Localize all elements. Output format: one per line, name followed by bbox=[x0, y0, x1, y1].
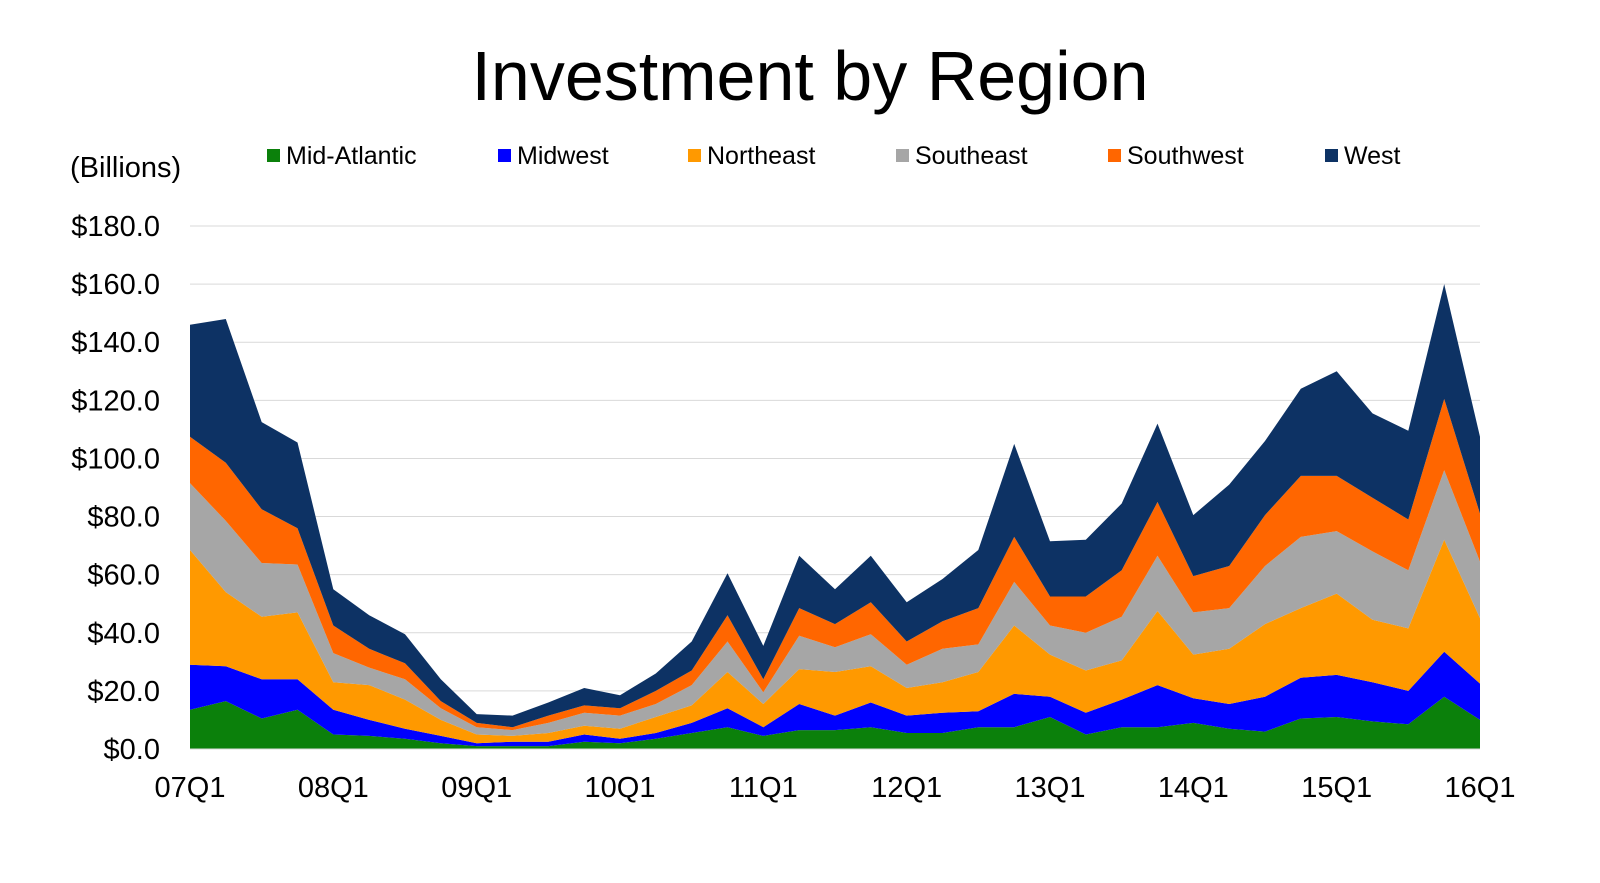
x-tick-label: 08Q1 bbox=[298, 772, 369, 804]
legend-label: Northeast bbox=[707, 142, 815, 170]
area-midwest bbox=[190, 651, 1480, 747]
y-tick-label: $0.0 bbox=[104, 734, 160, 766]
legend-label: West bbox=[1344, 142, 1401, 170]
legend-swatch bbox=[1108, 149, 1121, 162]
x-tick-label: 12Q1 bbox=[871, 772, 942, 804]
legend-item: Mid-Atlantic bbox=[267, 142, 417, 170]
x-tick-label: 11Q1 bbox=[729, 772, 798, 804]
legend-label: Southwest bbox=[1127, 142, 1244, 170]
legend-swatch bbox=[267, 149, 280, 162]
x-tick-label: 09Q1 bbox=[441, 772, 512, 804]
y-tick-label: $80.0 bbox=[87, 502, 160, 534]
y-axis: $0.0 $20.0 $40.0 $60.0 $80.0 $100.0 $120.0 $140… bbox=[71, 211, 160, 766]
y-tick-label: $160.0 bbox=[71, 269, 160, 301]
legend-item: Southeast bbox=[896, 142, 1028, 170]
area-west bbox=[190, 284, 1480, 728]
gridlines bbox=[190, 225, 1480, 692]
y-tick-label: $100.0 bbox=[71, 443, 160, 475]
chart-title: Investment by Region bbox=[471, 37, 1148, 115]
x-tick-label: 16Q1 bbox=[1445, 772, 1516, 804]
legend-item: Midwest bbox=[498, 142, 609, 170]
legend-item: Southwest bbox=[1108, 142, 1244, 170]
y-tick-label: $120.0 bbox=[71, 385, 160, 417]
legend-swatch bbox=[498, 149, 511, 162]
legend-label: Midwest bbox=[517, 142, 609, 170]
x-tick-label: 14Q1 bbox=[1158, 772, 1229, 804]
legend-item: Northeast bbox=[688, 142, 815, 170]
area-northeast bbox=[190, 539, 1480, 744]
y-tick-label: $140.0 bbox=[71, 327, 160, 359]
legend-swatch bbox=[688, 149, 701, 162]
x-tick-label: 13Q1 bbox=[1015, 772, 1086, 804]
x-tick-label: 15Q1 bbox=[1301, 772, 1372, 804]
y-tick-label: $180.0 bbox=[71, 211, 160, 243]
x-tick-label: 07Q1 bbox=[155, 772, 226, 804]
y-tick-label: $40.0 bbox=[87, 618, 160, 650]
stacked-areas bbox=[190, 284, 1480, 750]
legend-label: Mid-Atlantic bbox=[286, 142, 417, 170]
legend: Mid-Atlantic Midwest Northeast Southeast Sou… bbox=[267, 142, 1401, 170]
y-tick-label: $60.0 bbox=[87, 560, 160, 592]
x-tick-label: 10Q1 bbox=[585, 772, 656, 804]
legend-swatch bbox=[1325, 149, 1338, 162]
legend-label: Southeast bbox=[915, 142, 1028, 170]
y-unit-label: (Billions) bbox=[70, 152, 181, 184]
legend-swatch bbox=[896, 149, 909, 162]
x-axis: 07Q1 08Q1 09Q1 10Q1 11Q1 12Q1 13Q1 14Q1 15Q1 16Q1 bbox=[155, 772, 1516, 804]
legend-item: West bbox=[1325, 142, 1401, 170]
y-tick-label: $20.0 bbox=[87, 676, 160, 708]
area-mid-atlantic bbox=[190, 696, 1480, 749]
